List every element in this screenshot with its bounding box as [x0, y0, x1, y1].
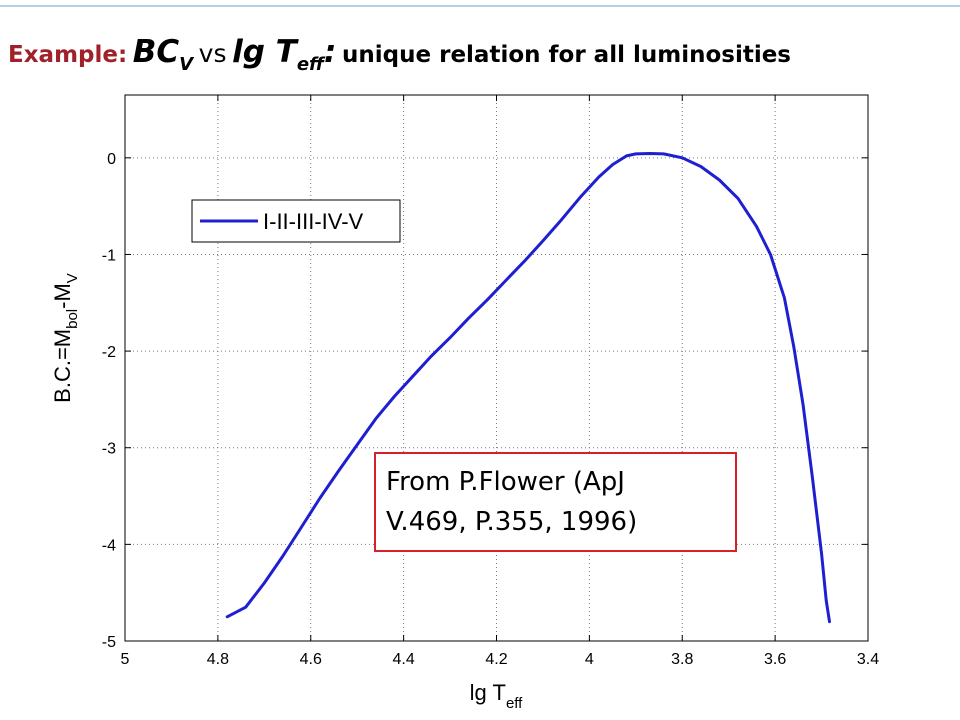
y-tick-label: -2 [102, 344, 116, 361]
source-note: From P.Flower (ApJ V.469, P.355, 1996) [374, 452, 737, 552]
x-tick-label: 4.8 [207, 651, 229, 668]
y-tick-label: -5 [102, 634, 116, 651]
x-tick-label: 4.4 [393, 651, 415, 668]
series-line [225, 152, 831, 624]
legend: I-II-III-IV-V [191, 199, 401, 243]
x-tick-label: 4 [585, 651, 594, 668]
title-bc: BCV [132, 34, 194, 75]
header-rule [0, 5, 960, 7]
y-tick-label: -3 [102, 441, 116, 458]
x-tick-label: 3.6 [764, 651, 786, 668]
x-tick-label: 5 [121, 651, 130, 668]
legend-entry-label: I-II-III-IV-V [263, 209, 364, 234]
y-tick-label: 0 [107, 151, 116, 168]
slide-title: Example: BCV vs lg Teff: unique relation… [8, 34, 958, 94]
x-tick-label: 3.4 [857, 651, 879, 668]
series-layer [225, 152, 831, 624]
grid-lines [125, 95, 868, 641]
x-tick-label: 4.6 [300, 651, 322, 668]
y-tick-label: -1 [102, 247, 116, 264]
x-tick-label: 4.2 [485, 651, 507, 668]
x-axis-title: lg Teff [470, 680, 524, 712]
y-tick-label: -4 [102, 537, 116, 554]
axis-ticks: 5 4.8 4.6 4.4 4.2 4 3.8 3.6 3.4 0 -1 -2 -3 -4 -5 [102, 95, 879, 668]
title-lead: Example: [8, 42, 128, 68]
y-axis-title: B.C.=Mbol-MV [50, 273, 81, 403]
title-lg-teff: lg Teff: [232, 34, 337, 75]
title-vs: vs [198, 39, 227, 68]
x-tick-label: 3.8 [671, 651, 693, 668]
source-note-line: From P.Flower (ApJ [386, 467, 625, 497]
source-note-line: V.469, P.355, 1996) [386, 507, 638, 537]
title-rest: unique relation for all luminosities [342, 42, 791, 68]
